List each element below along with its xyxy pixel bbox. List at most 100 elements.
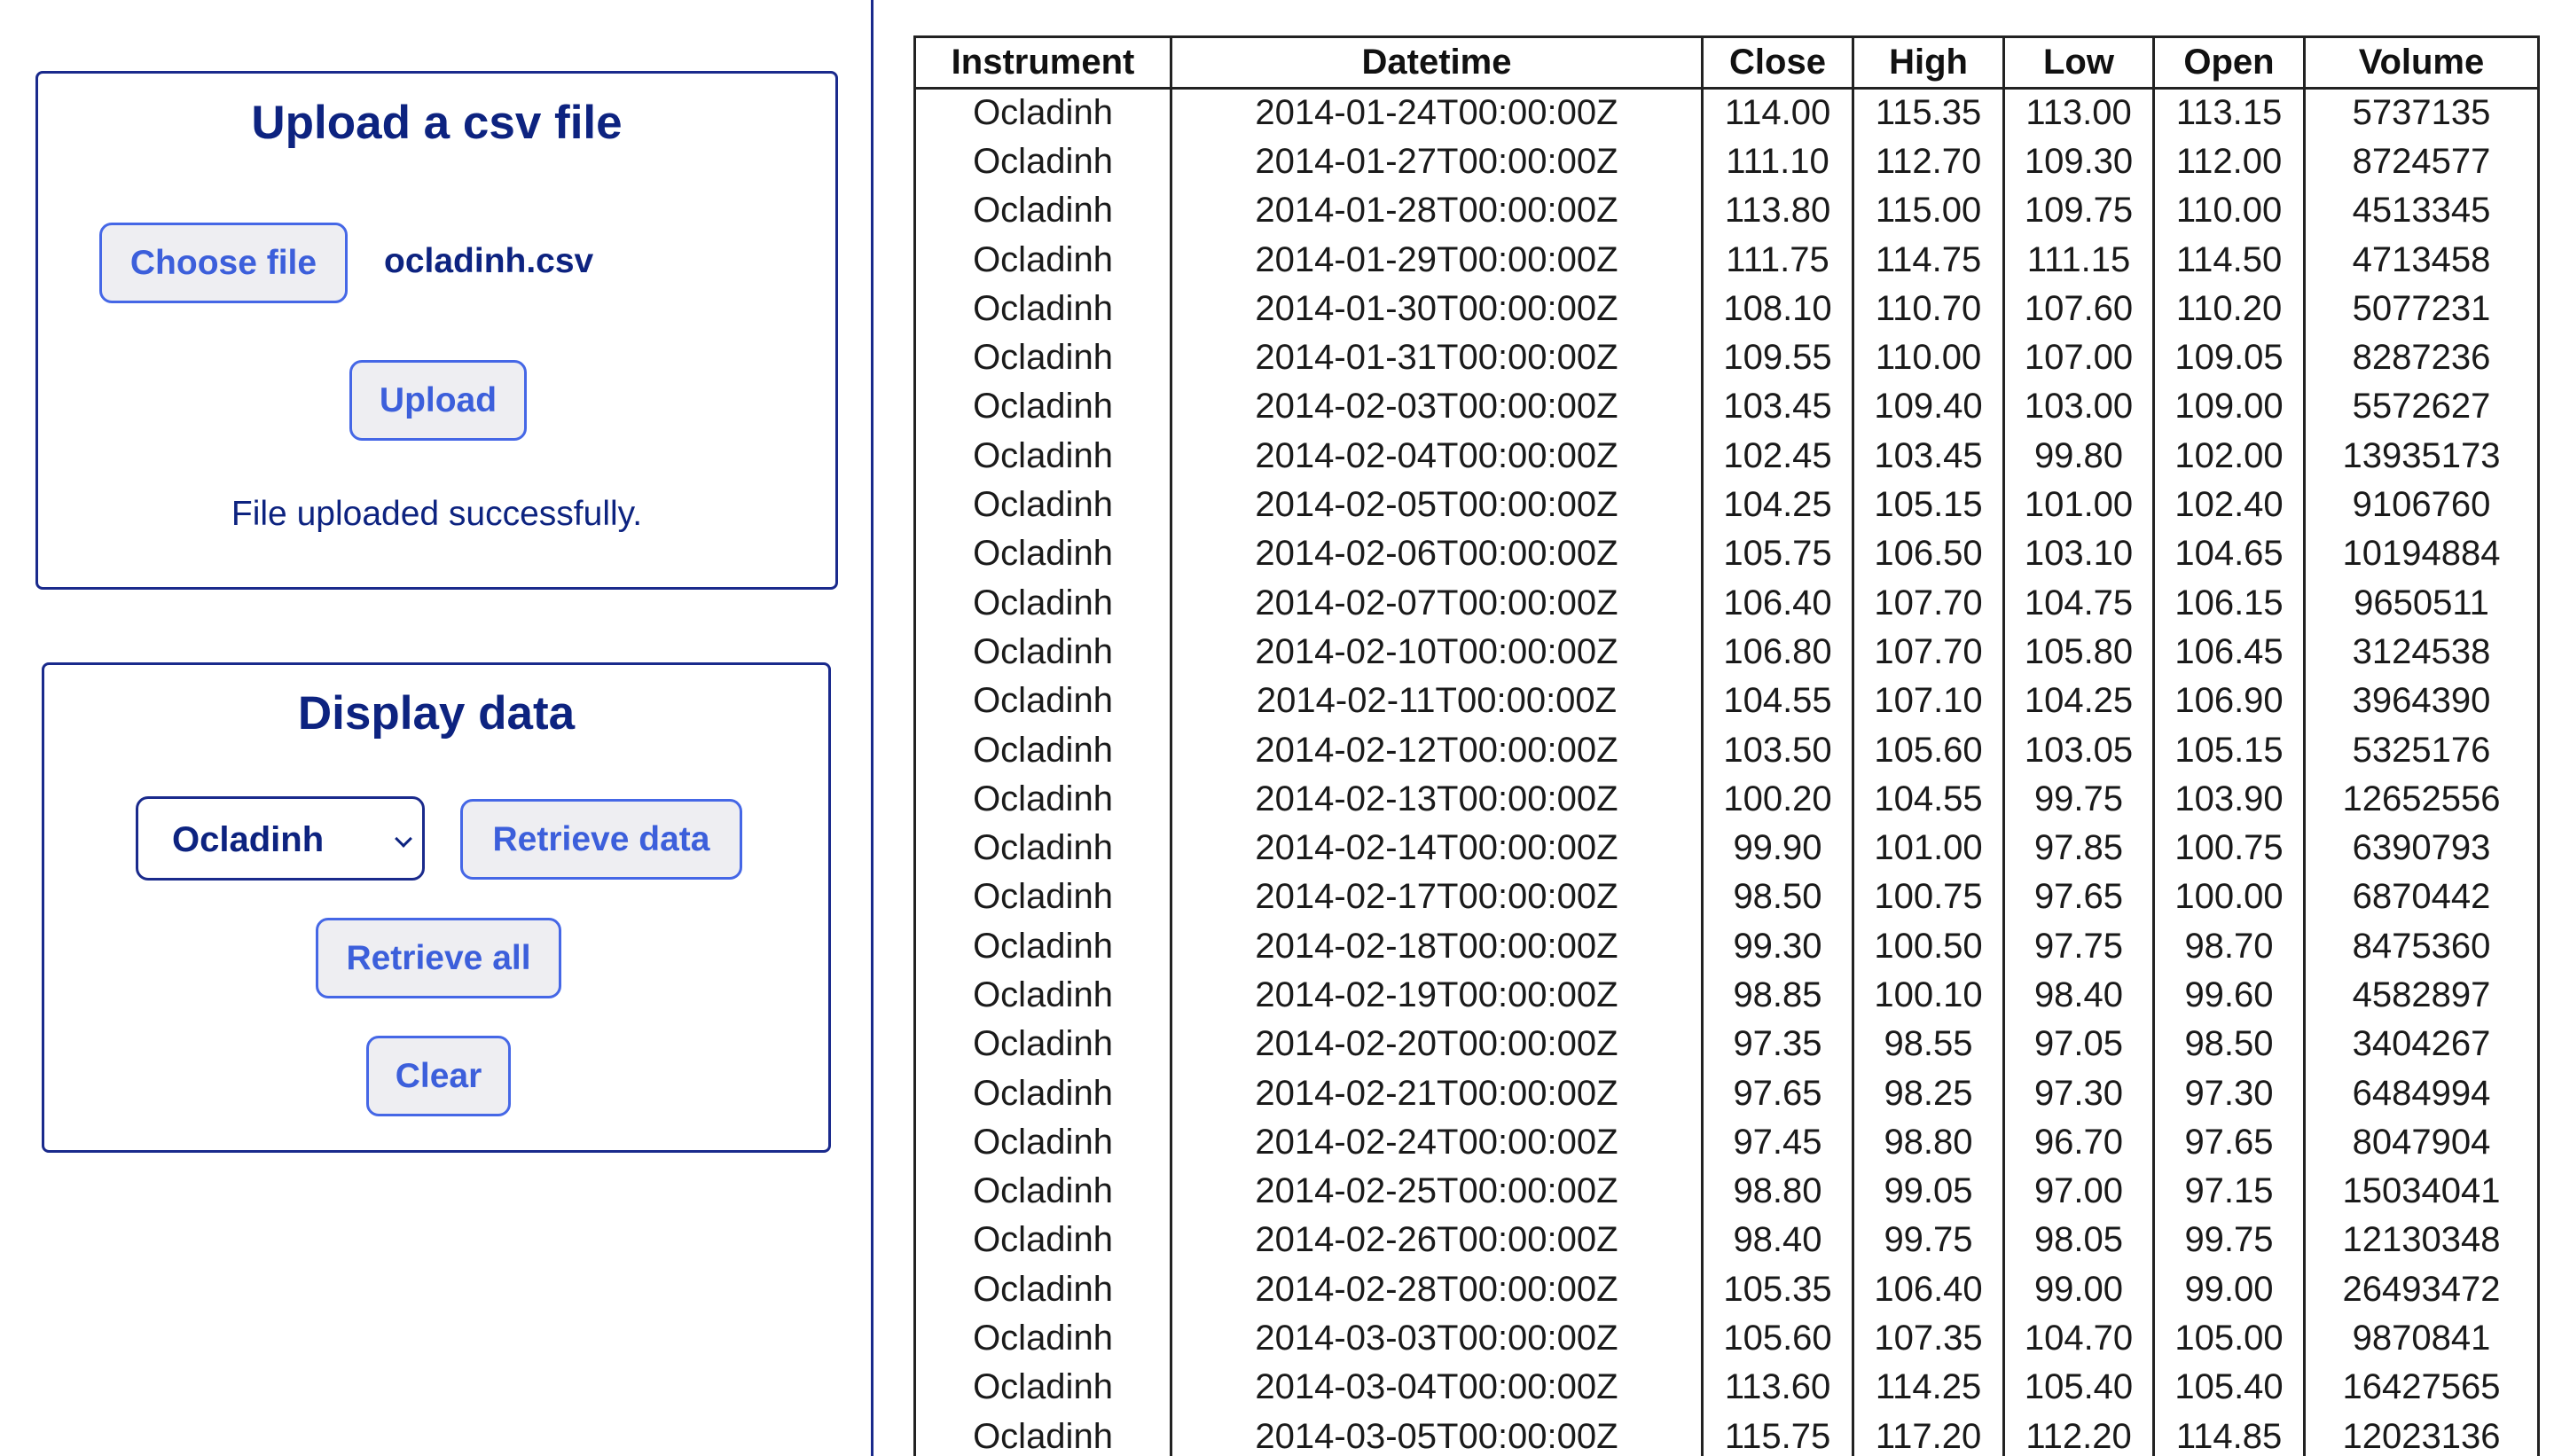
cell-volume: 6390793 [2303, 823, 2540, 873]
cell-close: 103.45 [1701, 382, 1854, 432]
cell-low: 99.00 [2002, 1264, 2155, 1314]
sidebar: Upload a csv file Choose file ocladinh.c… [0, 0, 874, 1456]
cell-high: 107.35 [1852, 1313, 2005, 1364]
cell-high: 100.50 [1852, 921, 2005, 971]
cell-low: 105.40 [2002, 1363, 2155, 1413]
cell-open: 114.50 [2152, 235, 2306, 285]
cell-low: 101.00 [2002, 480, 2155, 530]
column-header-low[interactable]: Low [2002, 35, 2155, 90]
table-row: Ocladinh 2014-02-06T00:00:00Z 105.75 106.50… [913, 529, 2540, 579]
cell-high: 109.40 [1852, 382, 2005, 432]
cell-datetime: 2014-02-13T00:00:00Z [1170, 774, 1704, 824]
cell-volume: 5077231 [2303, 284, 2540, 333]
cell-high: 105.15 [1852, 480, 2005, 530]
cell-close: 104.25 [1701, 480, 1854, 530]
column-header-volume[interactable]: Volume [2303, 35, 2540, 90]
cell-open: 102.00 [2152, 431, 2306, 481]
retrieve-all-button[interactable]: Retrieve all [316, 918, 561, 998]
cell-volume: 3404267 [2303, 1020, 2540, 1069]
cell-instrument: Ocladinh [913, 1412, 1172, 1456]
cell-open: 105.00 [2152, 1313, 2306, 1364]
table-row: Ocladinh 2014-02-20T00:00:00Z 97.35 98.55 97… [913, 1020, 2540, 1069]
cell-low: 103.05 [2002, 725, 2155, 775]
cell-low: 109.75 [2002, 186, 2155, 236]
display-panel-title: Display data [297, 687, 576, 740]
cell-close: 106.40 [1701, 578, 1854, 628]
cell-volume: 5737135 [2303, 88, 2540, 137]
cell-datetime: 2014-03-05T00:00:00Z [1170, 1412, 1704, 1456]
cell-low: 99.80 [2002, 431, 2155, 481]
cell-volume: 8287236 [2303, 333, 2540, 383]
cell-datetime: 2014-01-29T00:00:00Z [1170, 235, 1704, 285]
cell-high: 98.80 [1852, 1117, 2005, 1168]
cell-datetime: 2014-02-04T00:00:00Z [1170, 431, 1704, 481]
clear-button[interactable]: Clear [366, 1036, 511, 1116]
cell-volume: 12652556 [2303, 774, 2540, 824]
cell-close: 98.80 [1701, 1167, 1854, 1217]
cell-close: 111.75 [1701, 235, 1854, 285]
cell-close: 97.35 [1701, 1020, 1854, 1069]
cell-instrument: Ocladinh [913, 627, 1172, 677]
cell-volume: 16427565 [2303, 1363, 2540, 1413]
cell-low: 103.10 [2002, 529, 2155, 579]
cell-volume: 12023136 [2303, 1412, 2540, 1456]
cell-datetime: 2014-02-12T00:00:00Z [1170, 725, 1704, 775]
cell-open: 106.90 [2152, 677, 2306, 726]
cell-volume: 3124538 [2303, 627, 2540, 677]
cell-high: 103.45 [1852, 431, 2005, 481]
instrument-select[interactable]: Ocladinh [136, 796, 425, 881]
table-row: Ocladinh 2014-02-04T00:00:00Z 102.45 103.45… [913, 431, 2540, 481]
cell-datetime: 2014-02-14T00:00:00Z [1170, 823, 1704, 873]
cell-close: 106.80 [1701, 627, 1854, 677]
cell-open: 104.65 [2152, 529, 2306, 579]
selected-file-name: ocladinh.csv [384, 242, 594, 280]
column-header-close[interactable]: Close [1701, 35, 1854, 90]
cell-volume: 6870442 [2303, 873, 2540, 922]
cell-datetime: 2014-02-26T00:00:00Z [1170, 1216, 1704, 1265]
cell-instrument: Ocladinh [913, 333, 1172, 383]
cell-datetime: 2014-03-03T00:00:00Z [1170, 1313, 1704, 1364]
cell-datetime: 2014-01-27T00:00:00Z [1170, 137, 1704, 187]
column-header-datetime[interactable]: Datetime [1170, 35, 1704, 90]
cell-instrument: Ocladinh [913, 774, 1172, 824]
cell-volume: 5325176 [2303, 725, 2540, 775]
cell-open: 103.90 [2152, 774, 2306, 824]
table-row: Ocladinh 2014-01-30T00:00:00Z 108.10 110.70… [913, 284, 2540, 333]
cell-datetime: 2014-02-19T00:00:00Z [1170, 970, 1704, 1021]
cell-close: 103.50 [1701, 725, 1854, 775]
cell-datetime: 2014-02-28T00:00:00Z [1170, 1264, 1704, 1314]
cell-low: 99.75 [2002, 774, 2155, 824]
cell-close: 104.55 [1701, 677, 1854, 726]
cell-volume: 9870841 [2303, 1313, 2540, 1364]
table-row: Ocladinh 2014-02-11T00:00:00Z 104.55 107.10… [913, 677, 2540, 726]
cell-high: 115.00 [1852, 186, 2005, 236]
choose-file-button[interactable]: Choose file [99, 223, 348, 303]
cell-close: 99.30 [1701, 921, 1854, 971]
retrieve-data-button[interactable]: Retrieve data [460, 799, 742, 880]
cell-low: 97.85 [2002, 823, 2155, 873]
column-header-high[interactable]: High [1852, 35, 2005, 90]
table-header: Instrument Datetime Close High Low Open … [913, 35, 2540, 90]
cell-close: 115.75 [1701, 1412, 1854, 1456]
upload-button[interactable]: Upload [349, 360, 527, 441]
table-row: Ocladinh 2014-02-14T00:00:00Z 99.90 101.00 9… [913, 823, 2540, 873]
cell-low: 97.30 [2002, 1069, 2155, 1118]
cell-high: 114.25 [1852, 1363, 2005, 1413]
table-row: Ocladinh 2014-03-05T00:00:00Z 115.75 117.20… [913, 1412, 2540, 1456]
cell-volume: 15034041 [2303, 1167, 2540, 1217]
column-header-open[interactable]: Open [2152, 35, 2306, 90]
cell-low: 107.60 [2002, 284, 2155, 333]
cell-low: 103.00 [2002, 382, 2155, 432]
cell-open: 110.20 [2152, 284, 2306, 333]
data-table-container: Instrument Datetime Close High Low Open … [913, 35, 2540, 1456]
cell-open: 110.00 [2152, 186, 2306, 236]
table-row: Ocladinh 2014-01-28T00:00:00Z 113.80 115.00… [913, 186, 2540, 236]
cell-datetime: 2014-02-03T00:00:00Z [1170, 382, 1704, 432]
cell-close: 113.60 [1701, 1363, 1854, 1413]
cell-low: 97.75 [2002, 921, 2155, 971]
cell-open: 105.40 [2152, 1363, 2306, 1413]
table-row: Ocladinh 2014-01-31T00:00:00Z 109.55 110.00… [913, 333, 2540, 383]
column-header-instrument[interactable]: Instrument [913, 35, 1172, 90]
cell-open: 106.15 [2152, 578, 2306, 628]
cell-datetime: 2014-01-24T00:00:00Z [1170, 88, 1704, 137]
